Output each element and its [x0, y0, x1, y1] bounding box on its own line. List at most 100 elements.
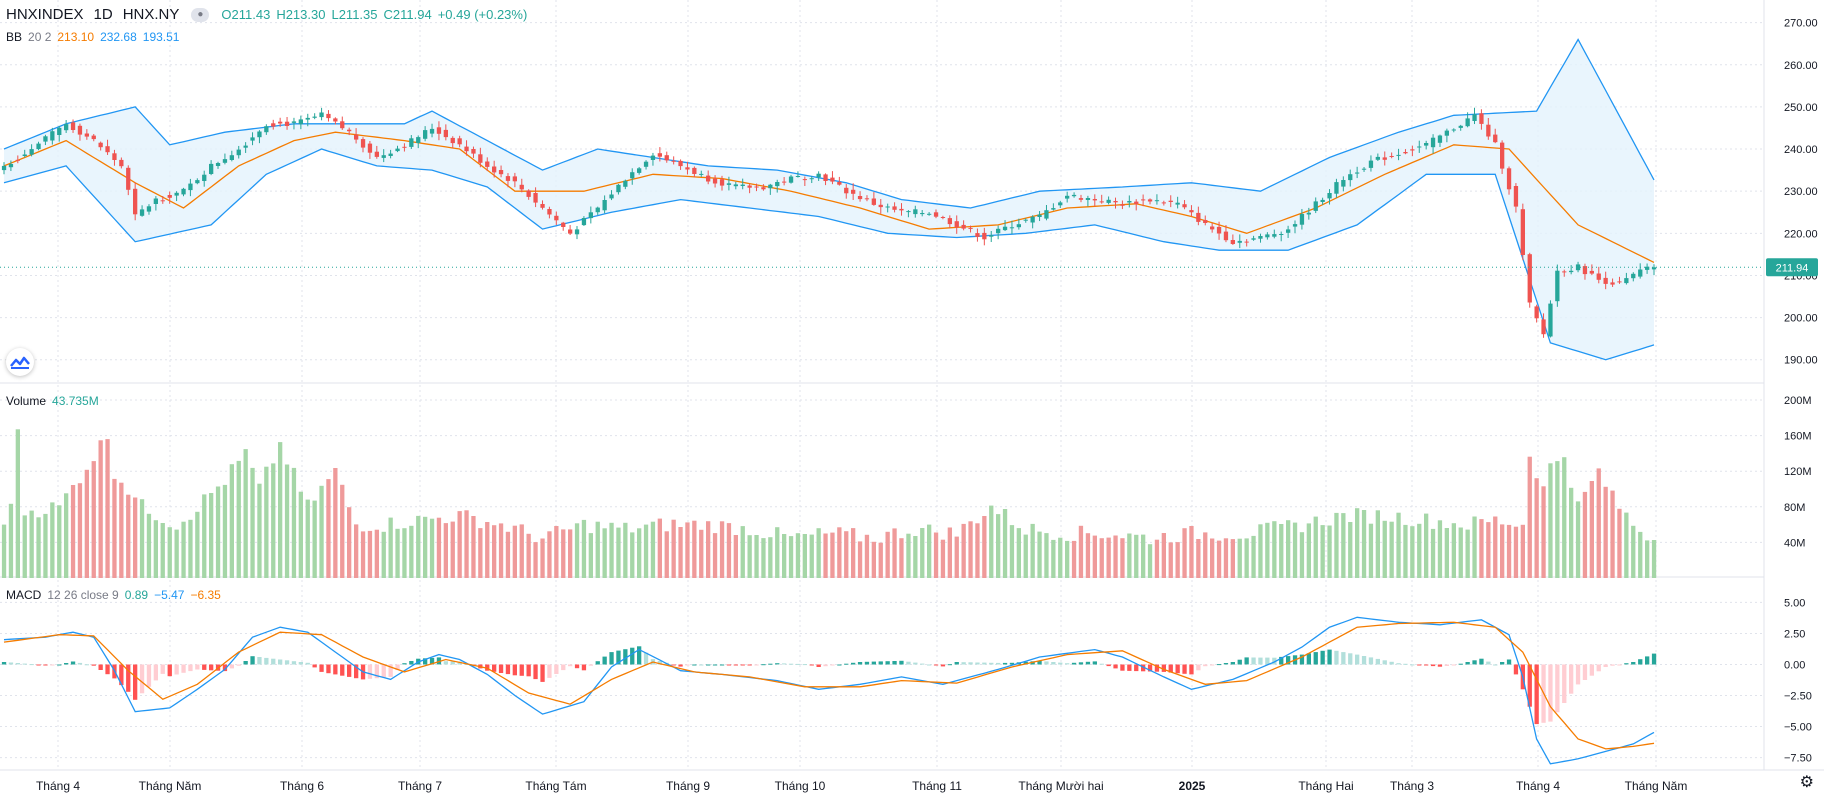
macd-histogram-bar	[637, 646, 642, 665]
volume-bar	[126, 494, 131, 578]
candle-body	[284, 121, 290, 126]
ohlc-high: H213.30	[276, 7, 326, 22]
candle-body	[374, 151, 379, 157]
candle-body	[1127, 201, 1132, 203]
volume-bar	[602, 528, 607, 578]
candle-body	[588, 212, 593, 219]
volume-bar	[1610, 490, 1615, 578]
candle-body	[1092, 199, 1097, 201]
macd-histogram-bar	[595, 661, 600, 665]
macd-histogram-bar	[1037, 660, 1042, 665]
macd-histogram-bar	[1216, 664, 1222, 666]
macd-histogram-bar	[498, 664, 504, 673]
candle-body	[229, 155, 234, 160]
volume-bar	[788, 536, 794, 578]
settings-gear-icon[interactable]: ⚙	[1799, 774, 1814, 791]
macd-histogram-bar	[209, 664, 214, 671]
candle-body	[423, 130, 428, 139]
candle-body	[1327, 193, 1332, 199]
interval-label[interactable]: 1D	[93, 6, 113, 23]
macd-legend[interactable]: MACD 12 26 close 9 0.89 −5.47 −6.35	[6, 588, 221, 602]
volume-bar	[1410, 526, 1415, 578]
macd-histogram-bar	[1313, 652, 1318, 665]
macd-histogram-bar	[1265, 657, 1270, 665]
volume-bar	[160, 523, 165, 578]
candle-body	[202, 174, 207, 181]
volume-bar	[1348, 522, 1353, 578]
tradingview-logo-icon[interactable]	[6, 348, 34, 376]
candle-body	[471, 149, 476, 154]
visibility-toggle-icon[interactable]: ●	[191, 7, 210, 22]
candle-body	[1237, 240, 1242, 243]
macd-histogram-bar	[1645, 656, 1650, 665]
volume-bar	[498, 523, 504, 578]
candle-body	[1624, 278, 1629, 284]
volume-bar	[857, 541, 863, 578]
volume-bar	[844, 531, 849, 578]
macd-histogram-bar	[1078, 662, 1084, 665]
volume-bar	[1106, 537, 1111, 578]
candle-body	[271, 123, 276, 127]
candle-body	[347, 129, 352, 132]
volume-bar	[1168, 542, 1173, 578]
macd-histogram-bar	[512, 664, 517, 676]
macd-histogram-bar	[761, 664, 766, 666]
price-tick-label: 260.00	[1784, 60, 1818, 72]
candle-body	[1230, 240, 1235, 244]
volume-bar	[243, 449, 248, 578]
macd-histogram-bar	[1569, 664, 1574, 694]
bb-band-fill	[4, 39, 1654, 360]
volume-bar	[1030, 523, 1035, 578]
macd-histogram-bar	[1382, 660, 1387, 665]
macd-histogram-bar	[588, 664, 593, 666]
volume-bar	[1389, 521, 1394, 578]
symbol-name[interactable]: HNXINDEX	[6, 6, 84, 23]
macd-histogram-bar	[1327, 649, 1332, 665]
candle-body	[326, 113, 331, 119]
macd-histogram-bar	[333, 664, 338, 675]
volume-bar	[167, 527, 172, 578]
volume-bar	[1313, 516, 1318, 578]
macd-histogram-bar	[726, 664, 732, 666]
macd-histogram-bar	[1589, 664, 1594, 676]
volume-bar	[1396, 512, 1401, 578]
candle-body	[1548, 303, 1553, 337]
macd-histogram-bar	[1562, 664, 1567, 703]
volume-bar	[678, 527, 683, 578]
macd-histogram-bar	[91, 664, 96, 666]
candle-body	[574, 229, 580, 235]
volume-bar	[1520, 524, 1525, 578]
volume-bar	[830, 532, 835, 578]
macd-histogram-bar	[1458, 663, 1463, 665]
volume-bar	[630, 532, 635, 578]
bb-upper-value: 232.68	[100, 30, 137, 44]
candle-body	[643, 161, 649, 167]
bb-legend[interactable]: BB 20 2 213.10 232.68 193.51	[6, 30, 179, 44]
candle-body	[278, 121, 283, 124]
candle-body	[1582, 266, 1588, 275]
macd-histogram-bar	[250, 656, 255, 665]
volume-bar	[105, 439, 110, 578]
volume-bar	[1382, 520, 1387, 578]
candle-body	[954, 221, 959, 228]
macd-histogram-bar	[1106, 664, 1111, 667]
volume-bar	[70, 485, 76, 578]
volume-bar	[1424, 513, 1429, 578]
macd-histogram-bar	[1417, 664, 1422, 666]
candle-body	[1051, 208, 1056, 210]
volume-bar	[1465, 529, 1470, 578]
candle-body	[1210, 226, 1215, 230]
volume-bar	[1134, 534, 1139, 578]
volume-bar	[1292, 522, 1298, 578]
volume-bar	[1555, 461, 1560, 578]
volume-bar	[1251, 535, 1256, 578]
volume-bar	[1617, 508, 1622, 578]
volume-bar	[1548, 463, 1553, 578]
candle-body	[747, 185, 752, 188]
volume-bar	[84, 469, 89, 578]
volume-bar	[133, 497, 138, 578]
volume-legend[interactable]: Volume 43.735M	[6, 394, 99, 408]
candle-body	[1196, 212, 1201, 222]
